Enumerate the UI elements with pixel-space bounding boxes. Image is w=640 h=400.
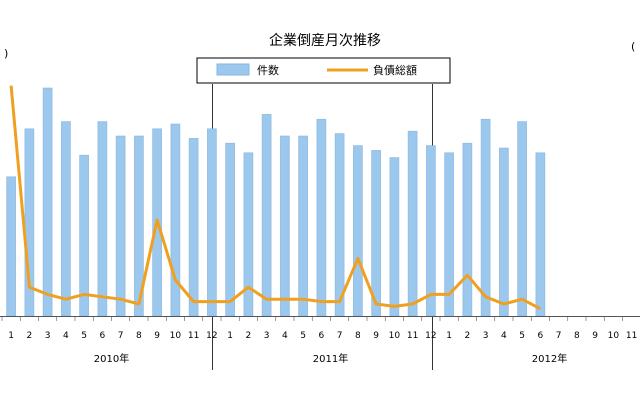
bar [61, 121, 71, 317]
bar [207, 128, 217, 317]
line-series-group [9, 85, 542, 311]
left-axis-label-fragment: ) [4, 47, 8, 60]
x-tick-label: 5 [81, 331, 87, 341]
x-tick-label: 1 [8, 331, 14, 341]
year-labels-group: 2010年 2011年 2012年 [94, 352, 567, 365]
x-tick-label: 8 [574, 331, 580, 341]
legend-bar-swatch [216, 63, 250, 76]
x-tick-label: 2 [27, 331, 33, 341]
x-tick-label: 11 [407, 331, 418, 341]
chart-title: 企業倒産月次推移 [269, 32, 381, 49]
x-tick-label: 11 [188, 331, 199, 341]
year-label: 2010年 [94, 352, 129, 365]
x-tick-label: 10 [389, 331, 401, 341]
bar [316, 118, 327, 317]
x-tick-label: 11 [626, 331, 637, 341]
x-tick-label: 6 [538, 331, 544, 341]
bar [225, 142, 235, 317]
bar [115, 135, 126, 317]
x-tick-label: 3 [264, 331, 270, 341]
bar [535, 152, 546, 317]
x-tick-label: 2 [246, 331, 252, 341]
x-tick-label: 3 [483, 331, 489, 341]
bar [79, 154, 89, 317]
bar [42, 87, 53, 317]
legend-line-label: 負債総額 [373, 63, 417, 77]
bar [517, 121, 527, 317]
bar [6, 176, 16, 317]
x-tick-label: 1 [446, 331, 452, 341]
x-tick-label: 1 [227, 331, 233, 341]
bar [499, 147, 509, 317]
bar [426, 145, 436, 317]
bar [353, 145, 363, 317]
x-tick-label: 12 [425, 331, 436, 341]
bar [188, 138, 199, 317]
bar [389, 157, 400, 317]
bar [170, 123, 181, 317]
x-tick-label: 9 [592, 331, 598, 341]
year-label: 2011年 [313, 352, 348, 365]
x-tick-label: 4 [63, 331, 69, 341]
x-tick-label: 4 [282, 331, 288, 341]
x-tick-label: 12 [206, 331, 217, 341]
bar [280, 135, 290, 317]
x-tick-label: 6 [100, 331, 106, 341]
x-tick-label: 8 [355, 331, 361, 341]
x-tick-label: 10 [608, 331, 620, 341]
bar [261, 114, 272, 317]
legend-bar-label: 件数 [257, 64, 279, 77]
bar [371, 150, 381, 317]
x-tick-label: 8 [136, 331, 142, 341]
x-tick-label: 7 [556, 331, 562, 341]
bar [298, 135, 308, 317]
x-tick-label: 4 [501, 331, 507, 341]
bar [407, 130, 418, 317]
x-tick-label: 9 [373, 331, 379, 341]
line-series-debt [9, 85, 542, 311]
bar [97, 121, 108, 317]
legend: 件数 負債総額 [196, 57, 451, 84]
bars-group [6, 87, 546, 317]
bar [334, 133, 345, 317]
x-tick-label: 10 [170, 331, 182, 341]
bar [480, 118, 491, 317]
bar [462, 142, 473, 317]
year-label: 2012年 [532, 352, 567, 365]
x-tick-label: 7 [337, 331, 343, 341]
x-tick-label: 2 [465, 331, 471, 341]
x-tick-label: 9 [154, 331, 160, 341]
x-tick-label: 6 [319, 331, 325, 341]
x-tick-label: 5 [519, 331, 525, 341]
x-tick-label: 7 [118, 331, 124, 341]
x-tick-label: 5 [300, 331, 306, 341]
x-ticks-group: 1 2 3 4 5 6 7 8 9 10 11 12 1 2 3 4 5 6 7 8 9 10 11 12 1 2 3 4 5 6 7 8 9 1… [1, 316, 637, 341]
right-axis-label-fragment: ( [631, 40, 635, 53]
x-tick-label: 3 [45, 331, 51, 341]
